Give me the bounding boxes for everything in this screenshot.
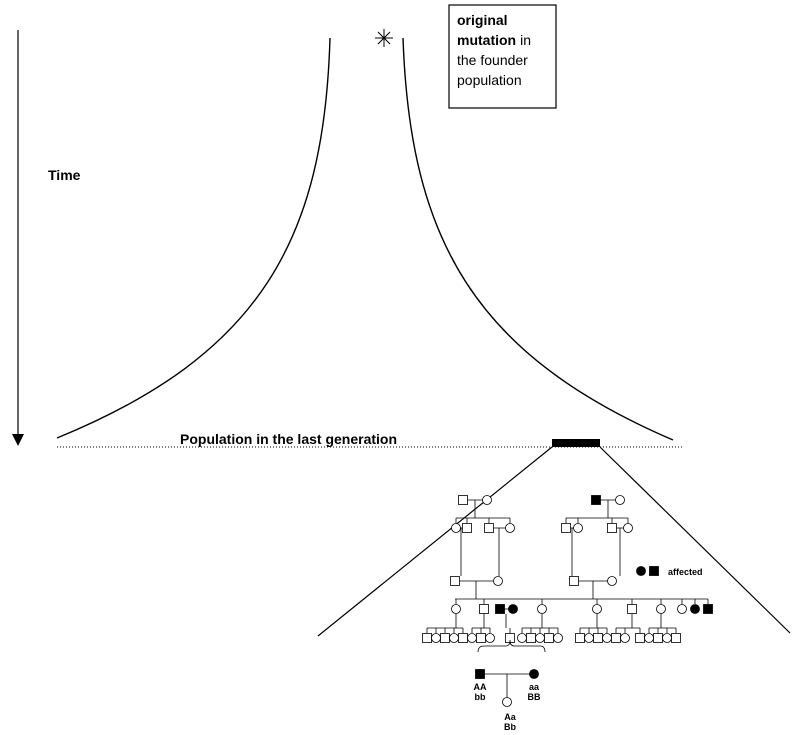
genotype: AA [474,682,487,692]
female [535,633,545,643]
male [450,576,460,586]
time-label: Time [48,167,81,183]
male [458,633,468,643]
male [544,633,554,643]
female [656,604,666,614]
genotype: aa [529,682,540,692]
arrow-head [12,434,24,446]
female [677,604,687,614]
female [584,633,594,643]
female [537,604,547,614]
callout-segment: in [520,32,531,48]
male [671,633,681,643]
zoom-line [599,446,791,634]
female [573,523,583,533]
callout-line: mutation in [457,32,531,48]
female [505,523,515,533]
sample-bar [552,439,600,447]
left-curve [56,37,331,439]
male [422,633,432,643]
female [508,604,518,614]
female [592,604,602,614]
bracket [477,639,546,653]
callout-box [448,4,557,109]
right-curve [402,37,674,441]
callout-segment: the founder [457,52,528,68]
female [529,669,539,679]
male [440,633,450,643]
female [607,576,617,586]
mutation-star [375,29,393,47]
male [575,633,585,643]
legend-label: affected [668,567,703,577]
zoom-line [317,446,553,637]
female [451,604,461,614]
male [526,633,536,643]
female [690,604,700,614]
genotypes: AA bb aa BB Aa Bb [474,682,541,732]
pedigree [422,495,713,707]
female [449,633,459,643]
callout-segment: population [457,72,522,88]
female [620,633,630,643]
female [485,633,495,643]
male [653,633,663,643]
female [623,523,633,533]
callout-text: original mutation in the founder population [457,12,531,88]
callout-line: the founder [457,52,528,68]
genotype: bb [475,692,486,702]
male [458,495,468,505]
female [517,633,527,643]
female [467,633,477,643]
male [475,669,485,679]
male [649,566,659,576]
callout-line: population [457,72,522,88]
male [495,604,505,614]
male [591,495,601,505]
male [569,576,579,586]
female [493,576,503,586]
female [615,495,625,505]
male [607,523,617,533]
female [636,566,646,576]
male [593,633,603,643]
genotype: Aa [504,712,516,722]
male [703,604,713,614]
male [627,604,637,614]
male [635,633,645,643]
female [553,633,563,643]
female [482,495,492,505]
callout-segment: original [457,12,508,28]
female [431,633,441,643]
female [502,697,512,707]
genotype: Bb [504,722,516,732]
female [662,633,672,643]
male [611,633,621,643]
male [561,523,571,533]
callout-segment: mutation [457,32,516,48]
male [476,633,486,643]
male [462,523,472,533]
female [451,523,461,533]
female [602,633,612,643]
male [484,523,494,533]
population-label: Population in the last generation [180,431,397,447]
callout-line: original [457,12,508,28]
male [479,604,489,614]
female [644,633,654,643]
genotype: BB [528,692,541,702]
